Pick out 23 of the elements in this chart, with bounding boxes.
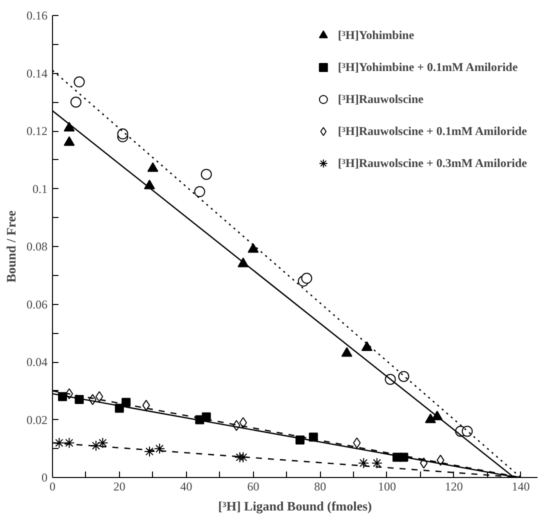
legend-label: [³H]Rauwolscine [338,92,424,106]
legend-label: [³H]Yohimbine + 0.1mM Amiloride [338,60,518,74]
y-tick-label: 0.08 [26,240,48,254]
y-tick-label: 0.02 [26,412,48,427]
x-tick-label: 60 [247,480,260,494]
y-tick-label: 0.06 [26,297,48,312]
legend-label: [³H]Yohimbine [338,28,414,42]
x-tick-label: 40 [180,480,192,494]
legend-label: [³H]Rauwolscine + 0.1mM Amiloride [338,124,527,138]
y-tick-label: 0.14 [26,66,48,80]
y-tick-label: 0.04 [26,355,48,369]
y-tick-label: 0.16 [26,8,48,22]
y-axis-title: Bound / Free [4,210,18,282]
x-tick-label: 100 [378,480,396,494]
x-axis-title: [³H] Ligand Bound (fmoles) [218,498,372,514]
y-tick-label: 0.1 [32,182,48,196]
x-tick-label: 120 [444,480,463,494]
y-tick-label: 0 [42,470,48,484]
legend-label: [³H]Rauwolscine + 0.3mM Amiloride [338,156,527,170]
x-tick-label: 20 [113,480,126,494]
x-tick-label: 140 [512,480,530,494]
x-tick-label: 80 [314,480,326,494]
y-tick-label: 0.12 [26,124,48,138]
